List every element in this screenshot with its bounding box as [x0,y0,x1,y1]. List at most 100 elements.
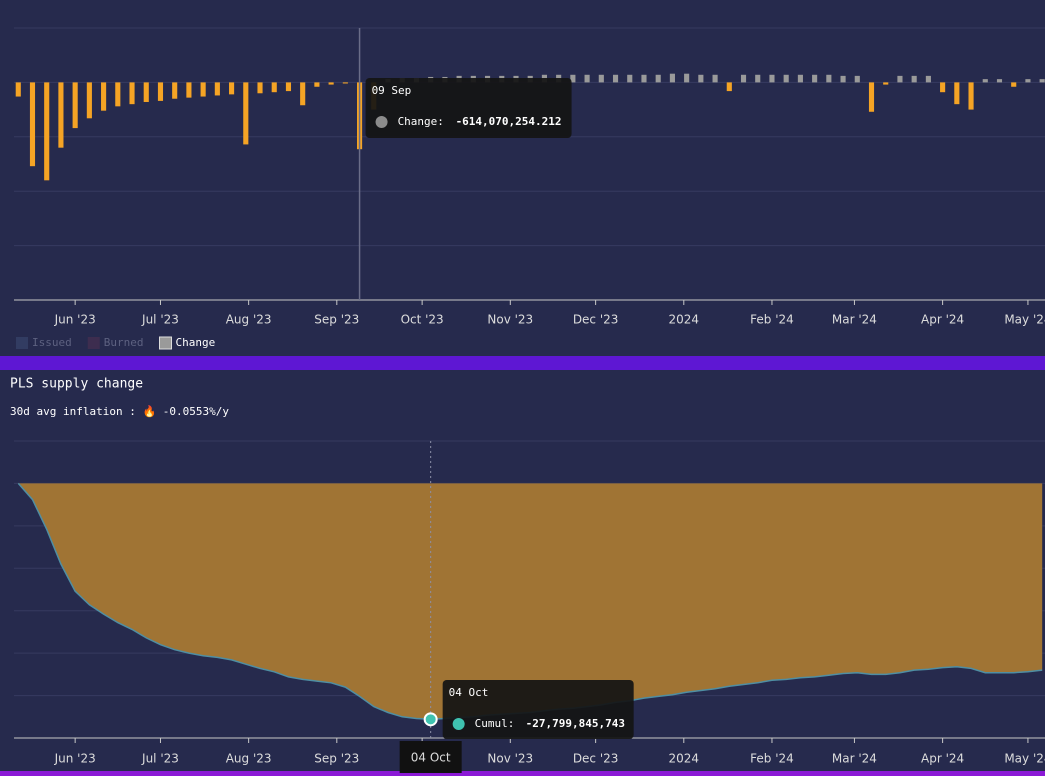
bar [669,73,675,83]
bar [328,82,334,85]
x-tick-label: May '24 [1004,313,1045,327]
bar [612,74,619,83]
tooltip-label: Cumul: [475,717,515,730]
bar [911,75,917,83]
bar [783,74,789,83]
bar [243,82,249,145]
divider [0,356,1045,370]
legend-swatch[interactable] [159,336,172,350]
bar [86,82,92,119]
bar [1011,82,1017,87]
crosshair-label: 04 Oct [411,751,451,765]
bar [214,82,220,96]
x-tick-label: Apr '24 [921,313,964,327]
tooltip-label: Change: [398,115,444,128]
bar [157,82,164,101]
bar [271,82,277,93]
bar [954,82,960,105]
bottom-border [0,771,1045,776]
x-tick-label: Jul '23 [141,752,179,766]
bar [29,82,36,167]
bar [883,82,889,85]
x-tick-label: Jun '23 [54,752,96,766]
tooltip-value: -614,070,254.212 [456,115,562,128]
x-tick-label: Aug '23 [226,752,272,766]
bar [726,82,732,92]
x-tick-label: Apr '24 [921,752,964,766]
bar [812,74,818,83]
chart-subtitle: 30d avg inflation : 🔥 -0.0553%/y [10,405,229,418]
bar [300,82,306,106]
bar [740,74,747,83]
bar [342,82,348,84]
legend-label[interactable]: Change [176,336,216,349]
legend-label[interactable]: Burned [104,336,144,349]
x-tick-label: Dec '23 [573,313,619,327]
bar [115,82,121,107]
x-tick-label: Nov '23 [487,313,533,327]
bar [769,74,775,83]
x-tick-label: Oct '23 [401,313,444,327]
x-tick-label: Sep '23 [314,313,359,327]
bar [570,74,576,83]
x-tick-label: 2024 [669,752,700,766]
x-tick-label: Sep '23 [314,752,359,766]
chart-title: PLS supply change [10,377,143,392]
bar [172,82,178,99]
bar [101,82,107,111]
tooltip-title: 09 Sep [372,84,412,97]
bar [854,75,860,83]
bar [826,74,832,83]
bar [655,74,661,83]
bar [186,82,192,98]
x-tick-label: Jun '23 [54,313,96,327]
bar [797,74,803,83]
x-tick-label: 2024 [669,313,700,327]
tooltip [442,680,634,739]
bar [840,75,846,83]
bar [229,82,235,95]
bar [940,82,946,93]
bar [143,82,149,102]
bar [868,82,875,112]
bar [44,82,50,181]
bar [641,74,647,83]
bar [15,82,21,97]
x-tick-label: May '24 [1004,752,1045,766]
bar [584,74,590,83]
area-fill [18,483,1043,720]
x-tick-label: Feb '24 [750,313,794,327]
bar [1025,79,1031,83]
hover-marker [423,712,438,727]
legend-label[interactable]: Issued [32,336,72,349]
bar [755,74,761,83]
bar [58,82,64,148]
legend-swatch[interactable] [16,337,28,349]
bar [968,82,974,110]
x-tick-label: Dec '23 [573,752,619,766]
tooltip-value: -27,799,845,743 [526,717,625,730]
tooltip-title: 04 Oct [449,686,489,699]
bar [72,82,78,129]
x-tick-label: Feb '24 [750,752,794,766]
bar [925,75,931,83]
bar [698,74,704,83]
x-tick-label: Mar '24 [832,752,877,766]
x-tick-label: Mar '24 [832,313,877,327]
bar [314,82,320,87]
tooltip [365,78,572,138]
legend-swatch[interactable] [87,337,100,349]
tooltip-dot [452,718,465,730]
bar [712,74,718,83]
bar [285,82,292,92]
bar [684,73,690,83]
x-tick-label: Nov '23 [487,752,533,766]
bar [200,82,206,97]
x-tick-label: Aug '23 [226,313,272,327]
bar [627,74,633,83]
bar [257,82,263,94]
x-tick-label: Jul '23 [141,313,179,327]
bar [1039,79,1045,83]
bar [897,75,903,83]
